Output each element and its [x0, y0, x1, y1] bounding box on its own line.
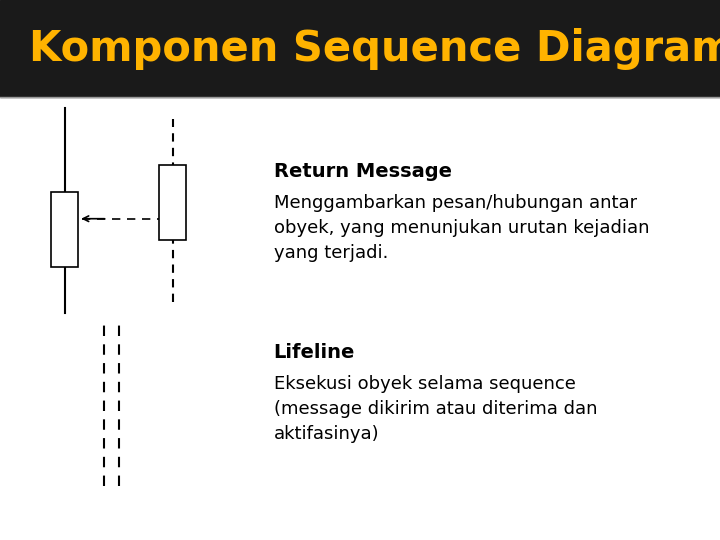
- Bar: [0, 0, 720, 97]
- Text: Menggambarkan pesan/hubungan antar
obyek, yang menunjukan urutan kejadian
yang t: Menggambarkan pesan/hubungan antar obyek…: [274, 194, 649, 262]
- Text: Return Message: Return Message: [274, 162, 451, 181]
- Text: Lifeline: Lifeline: [274, 343, 355, 362]
- Bar: [0, 97, 720, 540]
- Text: Eksekusi obyek selama sequence
(message dikirim atau diterima dan
aktifasinya): Eksekusi obyek selama sequence (message …: [274, 375, 597, 443]
- Bar: [159, 165, 186, 240]
- Text: Komponen Sequence Diagram: Komponen Sequence Diagram: [29, 28, 720, 70]
- Bar: [51, 192, 78, 267]
